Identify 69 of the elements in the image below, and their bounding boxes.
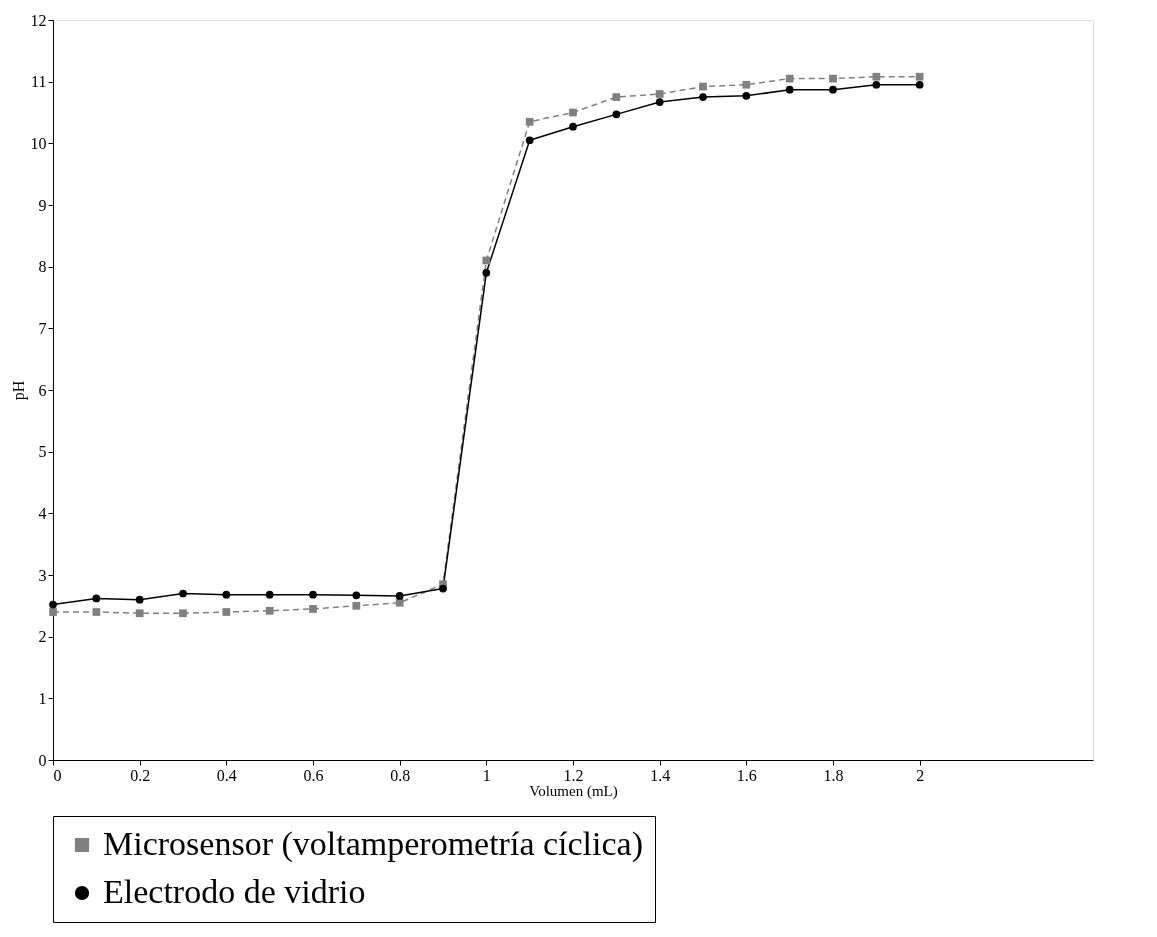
- point: [742, 80, 751, 89]
- point: [92, 594, 101, 603]
- y-tick-label: 9: [38, 196, 47, 214]
- point: [135, 609, 144, 618]
- point: [872, 72, 881, 81]
- point: [439, 584, 447, 593]
- point: [309, 590, 317, 599]
- point: [49, 608, 57, 616]
- y-tick-label: 2: [38, 628, 47, 646]
- x-axis-title: Volumen (mL): [529, 782, 618, 800]
- y-tick-label: 1: [38, 689, 47, 707]
- point: [265, 590, 274, 599]
- x-tick-label: 1.4: [650, 766, 671, 784]
- point: [829, 74, 837, 83]
- point: [265, 606, 274, 615]
- point: [395, 598, 404, 607]
- point: [699, 93, 707, 101]
- point: [569, 108, 577, 117]
- point: [352, 591, 361, 600]
- point: [352, 601, 361, 610]
- x-tick-label: 1.8: [823, 766, 844, 784]
- x-tick-label: 0: [53, 766, 62, 784]
- point: [309, 605, 317, 613]
- x-tick-label: 1: [482, 766, 491, 784]
- point: [482, 268, 491, 277]
- point: [395, 592, 404, 600]
- point: [785, 74, 794, 83]
- y-tick-label: 10: [30, 134, 47, 152]
- point: [612, 93, 621, 101]
- x-tick-label: 2: [916, 766, 925, 784]
- point: [872, 80, 881, 89]
- y-tick-label: 6: [38, 381, 47, 399]
- y-tick-label: 8: [38, 258, 47, 276]
- point: [612, 110, 621, 119]
- legend-label: Electrodo de vidrio: [103, 873, 366, 910]
- y-tick-label: 4: [38, 504, 47, 522]
- point: [135, 595, 144, 604]
- point: [699, 82, 707, 91]
- point: [569, 122, 577, 131]
- point: [829, 85, 837, 94]
- point: [915, 80, 924, 89]
- point: [49, 600, 57, 609]
- point: [179, 589, 187, 598]
- point: [179, 609, 187, 618]
- legend-label: Microsensor (voltamperometría cíclica): [103, 825, 643, 863]
- y-tick-label: 3: [38, 566, 47, 584]
- point: [525, 117, 534, 126]
- y-tick-label: 11: [31, 73, 47, 91]
- x-tick-label: 0.6: [303, 766, 324, 784]
- y-tick-label: 0: [38, 751, 47, 769]
- y-tick-label: 7: [38, 319, 47, 337]
- point: [222, 590, 231, 599]
- point: [222, 608, 231, 616]
- point: [785, 85, 794, 94]
- x-tick-label: 0.8: [390, 766, 411, 784]
- x-tick-label: 1.2: [563, 766, 584, 784]
- x-tick-label: 1.6: [736, 766, 757, 784]
- point: [655, 90, 664, 98]
- point: [92, 608, 101, 616]
- point: [482, 256, 491, 265]
- x-tick-label: 0.4: [216, 766, 237, 784]
- y-tick-label: 12: [30, 11, 47, 29]
- point: [525, 136, 534, 145]
- x-tick-label: 0.2: [130, 766, 151, 784]
- y-tick-label: 5: [38, 443, 47, 461]
- y-axis-title: pH: [9, 380, 28, 401]
- point: [915, 72, 924, 81]
- point: [655, 98, 664, 106]
- point: [742, 91, 751, 100]
